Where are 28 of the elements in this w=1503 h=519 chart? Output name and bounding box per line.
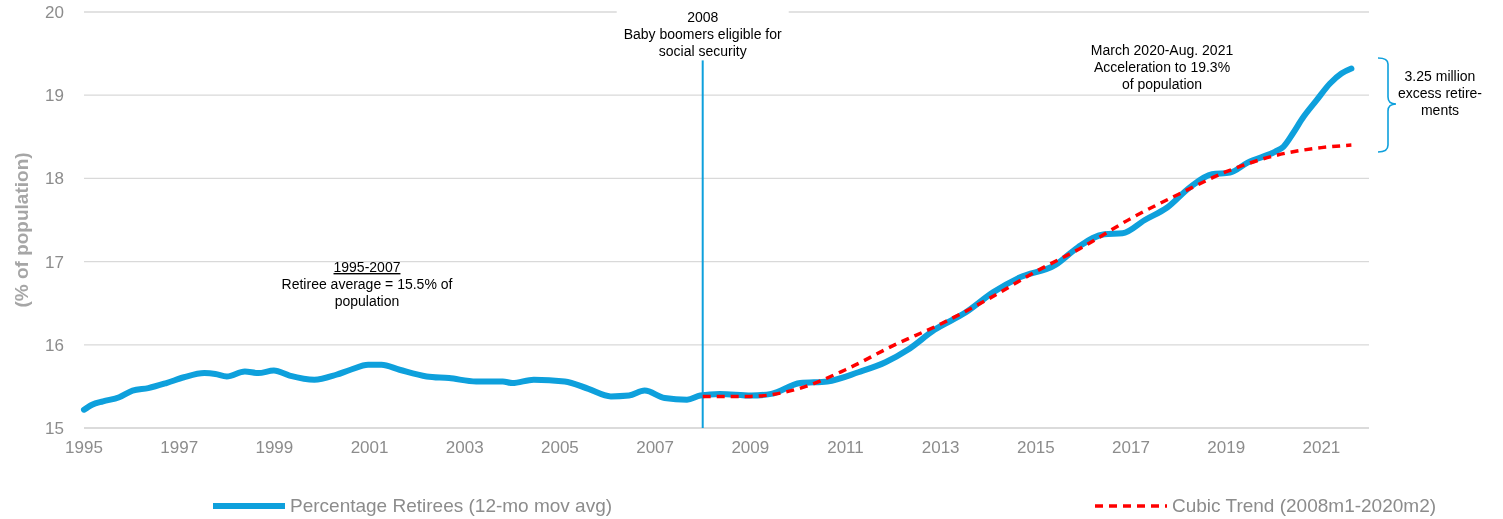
x-tick-label: 1995: [65, 438, 103, 457]
x-tick-label: 2001: [350, 438, 389, 457]
x-tick-label: 2007: [636, 438, 675, 457]
x-tick-label: 2005: [541, 438, 579, 457]
x-tick-label: 2019: [1207, 438, 1246, 457]
x-tick-label: 2015: [1016, 438, 1055, 457]
y-tick-label: 17: [45, 252, 64, 272]
x-tick-label: 1997: [160, 438, 199, 457]
x-tick-label: 2021: [1302, 438, 1341, 457]
y-tick-label: 16: [45, 335, 64, 355]
y-tick-label: 15: [45, 419, 64, 438]
ref-line-label: 2008 Baby boomers eligible for social security: [623, 9, 783, 59]
y-axis-title: (% of population): [11, 152, 32, 308]
x-tick-label: 2009: [731, 438, 770, 457]
y-tick-label: 18: [45, 169, 64, 189]
y-tick-label: 19: [45, 86, 64, 106]
annotation: 1995-2007 Retiree average = 15.5% of population: [281, 259, 453, 309]
x-tick-label: 2013: [921, 438, 960, 457]
legend-label: Cubic Trend (2008m1-2020m2): [1172, 495, 1437, 516]
legend-label: Percentage Retirees (12-mo mov avg): [290, 495, 613, 516]
x-tick-label: 2003: [445, 438, 484, 457]
text: 3.25 million excess retire- ments: [1397, 68, 1483, 118]
x-tick-label: 2011: [827, 438, 864, 457]
x-tick-label: 1999: [255, 438, 294, 457]
line-series: [700, 143, 1354, 399]
y-tick-label: 20: [45, 3, 64, 22]
annotation: March 2020-Aug. 2021 Acceleration to 19.3% of population: [1090, 42, 1234, 92]
x-tick-label: 2017: [1112, 438, 1150, 457]
